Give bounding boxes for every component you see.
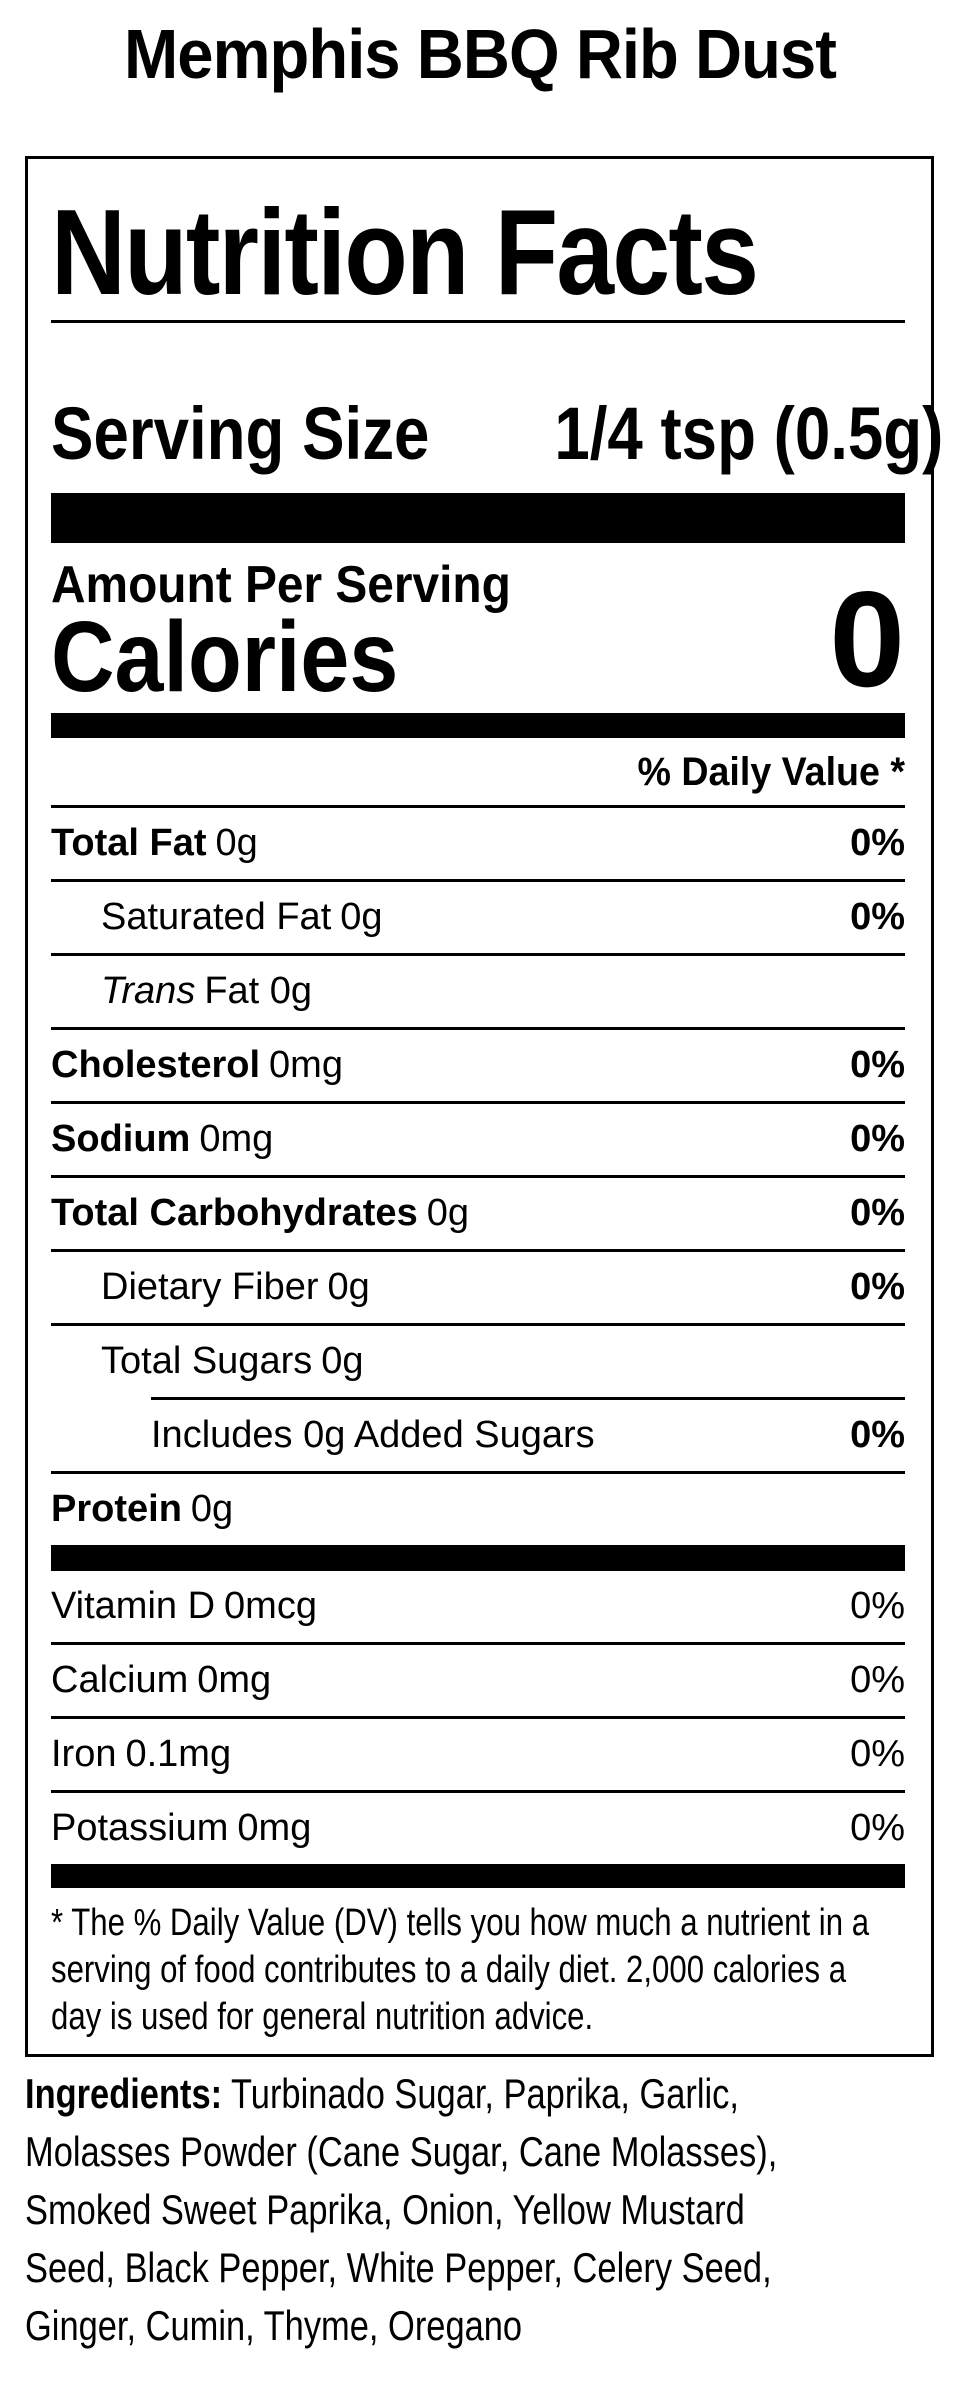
serving-size-label: Serving Size [51, 392, 430, 475]
nutrient-row-added-sugars: Includes 0g Added Sugars 0% [51, 1400, 905, 1474]
serving-size-row: Serving Size 1/4 tsp (0.5g) [51, 392, 943, 475]
nutrient-dv: 0% [850, 1118, 905, 1160]
vitamin-name: Iron [51, 1733, 117, 1775]
indented-divider [151, 1397, 905, 1400]
vitamin-amount: 0mg [237, 1807, 312, 1849]
nutrient-amount: 0mg [269, 1044, 343, 1086]
daily-value-footnote: * The % Daily Value (DV) tells you how m… [51, 1900, 905, 2041]
nutrient-name: Saturated Fat [101, 896, 332, 938]
ingredients-line: Smoked Sweet Paprika, Onion, Yellow Must… [25, 2186, 745, 2233]
vitamin-name: Potassium [51, 1807, 229, 1849]
vitamin-dv: 0% [850, 1585, 905, 1627]
ingredients-label: Ingredients: [25, 2070, 223, 2117]
nutrient-amount: 0g [327, 1266, 370, 1308]
nutrient-row-total-fat: Total Fat 0g 0% [51, 808, 905, 882]
nutrient-amount: 0g [190, 1488, 234, 1530]
medium-divider-bar [51, 713, 905, 738]
nutrient-name: Total Carbohydrates [51, 1192, 418, 1234]
nutrient-row-sodium: Sodium 0mg 0% [51, 1104, 905, 1178]
nutrient-name: Includes 0g Added Sugars [151, 1414, 595, 1456]
vitamins-divider-bar [51, 1545, 905, 1571]
nutrient-amount: 0g [426, 1192, 469, 1234]
ingredients-line: Ingredients: Turbinado Sugar, Paprika, G… [25, 2065, 792, 2123]
footnote-line: serving of food contributes to a daily d… [51, 1949, 847, 1991]
thick-divider-bar [51, 493, 905, 543]
footnote-line: * The % Daily Value (DV) tells you how m… [51, 1902, 870, 1944]
calories-section: Amount Per Serving Calories 0 [51, 559, 905, 707]
nutrient-dv: 0% [850, 822, 905, 864]
vitamin-amount: 0.1mg [125, 1733, 232, 1775]
nutrient-name: Sodium [51, 1118, 191, 1160]
nutrient-name: Dietary Fiber [101, 1266, 319, 1308]
ingredients-section: Ingredients: Turbinado Sugar, Paprika, G… [25, 2065, 960, 2355]
nutrient-row-protein: Protein 0g [51, 1474, 905, 1545]
serving-size-value: 1/4 tsp (0.5g) [554, 392, 944, 475]
calories-label: Calories [51, 601, 399, 713]
amount-per-serving-label: Amount Per Serving [51, 556, 511, 614]
nutrient-dv: 0% [850, 1192, 905, 1234]
vitamin-row-iron: Iron 0.1mg 0% [51, 1719, 905, 1793]
nutrient-row-total-carbohydrates: Total Carbohydrates 0g 0% [51, 1178, 905, 1252]
nutrient-amount: 0g [215, 822, 258, 864]
vitamin-row-calcium: Calcium 0mg 0% [51, 1645, 905, 1719]
vitamin-row-potassium: Potassium 0mg 0% [51, 1793, 905, 1864]
nutrient-row-dietary-fiber: Dietary Fiber 0g 0% [51, 1252, 905, 1326]
vitamin-amount: 0mg [197, 1659, 272, 1701]
nutrient-dv: 0% [850, 1414, 905, 1456]
nutrient-dv: 0% [850, 896, 905, 938]
footnote-divider-bar [51, 1864, 905, 1888]
ingredients-line: Seed, Black Pepper, White Pepper, Celery… [25, 2244, 772, 2291]
nutrient-name: Cholesterol [51, 1044, 261, 1086]
heading-divider [51, 320, 905, 323]
nutrient-name: Trans [101, 970, 196, 1012]
nutrition-facts-heading: Nutrition Facts [51, 184, 759, 320]
nutrient-name: Total Sugars [101, 1340, 313, 1382]
vitamin-dv: 0% [850, 1659, 905, 1701]
nutrient-row-total-sugars: Total Sugars 0g [51, 1326, 905, 1397]
vitamin-dv: 0% [850, 1733, 905, 1775]
ingredients-text: Turbinado Sugar, Paprika, Garlic, [231, 2070, 739, 2117]
product-title: Memphis BBQ Rib Dust [123, 15, 837, 93]
footnote-line: day is used for general nutrition advice… [51, 1996, 594, 2038]
nutrient-amount: Fat 0g [204, 970, 313, 1012]
vitamin-name: Vitamin D [51, 1585, 216, 1627]
daily-value-header: % Daily Value * [637, 750, 905, 794]
nutrient-row-trans-fat: Trans Fat 0g [51, 956, 905, 1030]
nutrition-facts-panel: Nutrition Facts Serving Size 1/4 tsp (0.… [25, 156, 943, 2057]
nutrient-amount: 0g [340, 896, 383, 938]
vitamin-name: Calcium [51, 1659, 189, 1701]
nutrient-name: Total Fat [51, 822, 207, 864]
daily-value-divider [51, 805, 905, 808]
calories-value: 0 [829, 563, 905, 715]
nutrient-row-cholesterol: Cholesterol 0mg 0% [51, 1030, 905, 1104]
vitamin-dv: 0% [850, 1807, 905, 1849]
nutrient-amount: 0mg [199, 1118, 274, 1160]
ingredients-line: Ginger, Cumin, Thyme, Oregano [25, 2302, 523, 2349]
ingredients-line: Molasses Powder (Cane Sugar, Cane Molass… [25, 2128, 778, 2175]
nutrient-dv: 0% [850, 1266, 905, 1308]
nutrient-amount: 0g [321, 1340, 364, 1382]
nutrient-dv: 0% [850, 1044, 905, 1086]
vitamin-row-vitamin-d: Vitamin D 0mcg 0% [51, 1571, 905, 1645]
nutrient-row-saturated-fat: Saturated Fat 0g 0% [51, 882, 905, 956]
nutrient-name: Protein [51, 1488, 182, 1530]
vitamin-amount: 0mcg [224, 1585, 317, 1627]
